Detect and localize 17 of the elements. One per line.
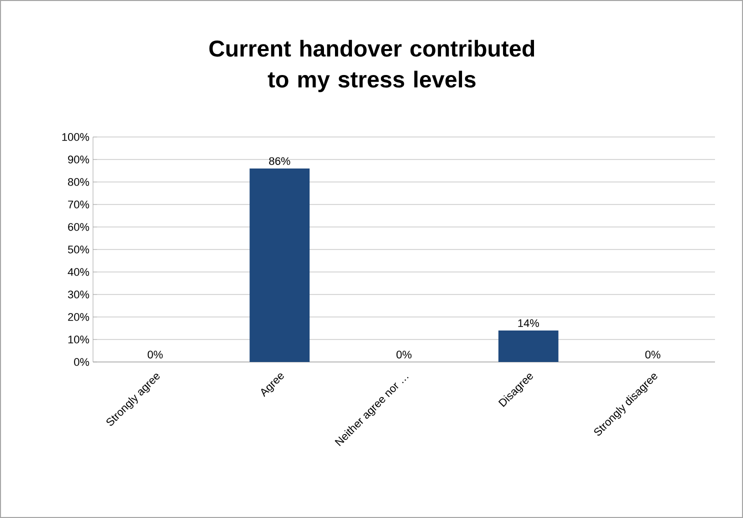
data-label: 0% [148,350,163,358]
y-tick-label: 0% [74,358,90,366]
y-tick-label: 70% [68,200,90,208]
y-tick-label: 80% [68,178,90,186]
y-tick-label: 90% [68,156,90,164]
y-tick-label: 10% [68,336,90,344]
chart-title: Current handover contributed to my stress levels [209,40,534,92]
data-label: 0% [396,350,412,358]
y-tick-label: 30% [68,290,90,298]
y-tick-label: 20% [68,313,90,321]
y-tick-label: 100% [62,133,90,141]
data-label: 0% [645,350,660,358]
y-tick-label: 60% [68,223,90,231]
data-label: 86% [269,157,290,165]
data-label: 14% [518,319,539,327]
y-tick-label: 50% [68,246,90,254]
y-tick-label: 40% [68,268,90,276]
